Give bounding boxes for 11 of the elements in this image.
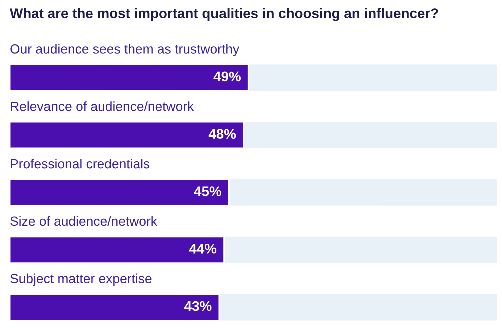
y-tick-label: Professional credentials bbox=[11, 159, 150, 169]
data-label: 44% bbox=[189, 244, 217, 254]
y-tick-label: Size of audience/network bbox=[10, 216, 158, 226]
chart-title: What are the most important qualities in choosing an influencer? bbox=[10, 8, 438, 22]
data-label: 48% bbox=[208, 129, 236, 140]
data-label: 49% bbox=[214, 72, 241, 82]
data-label: 43% bbox=[184, 301, 212, 312]
data-label: 45% bbox=[194, 186, 222, 196]
y-tick-label: Relevance of audience/network bbox=[11, 102, 194, 112]
y-tick-label: Subject matter expertise bbox=[10, 274, 152, 286]
y-tick-label: Our audience sees them as trustworthy bbox=[10, 44, 240, 56]
